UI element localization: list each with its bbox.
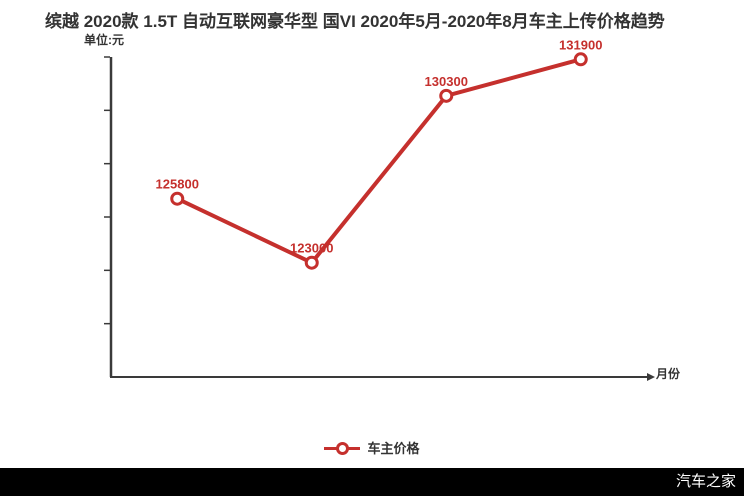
point-label: 123000: [290, 241, 333, 256]
data-point-marker: [439, 88, 454, 103]
chart-title: 缤越 2020款 1.5T 自动互联网豪华型 国VI 2020年5月-2020年…: [45, 12, 665, 31]
point-label: 131900: [559, 37, 602, 52]
x-axis-arrow-icon: [647, 373, 655, 381]
series-line: [175, 57, 583, 265]
line-chart-plot: 125800 123000 130300 131900: [104, 37, 655, 381]
legend-line-marker-icon: [324, 441, 361, 455]
watermark-bar: 汽车之家: [0, 468, 744, 496]
data-point-marker: [170, 191, 185, 206]
data-point-marker: [573, 52, 588, 67]
point-label: 130300: [425, 74, 468, 89]
point-label: 125800: [156, 177, 199, 192]
data-point-marker: [304, 255, 319, 270]
x-axis-label: 月份: [656, 367, 681, 381]
chart-legend: 车主价格: [0, 438, 744, 457]
y-axis-unit-label: 单位:元: [84, 33, 124, 47]
legend-series-label: 车主价格: [367, 441, 420, 456]
watermark-text: 汽车之家: [675, 473, 736, 490]
